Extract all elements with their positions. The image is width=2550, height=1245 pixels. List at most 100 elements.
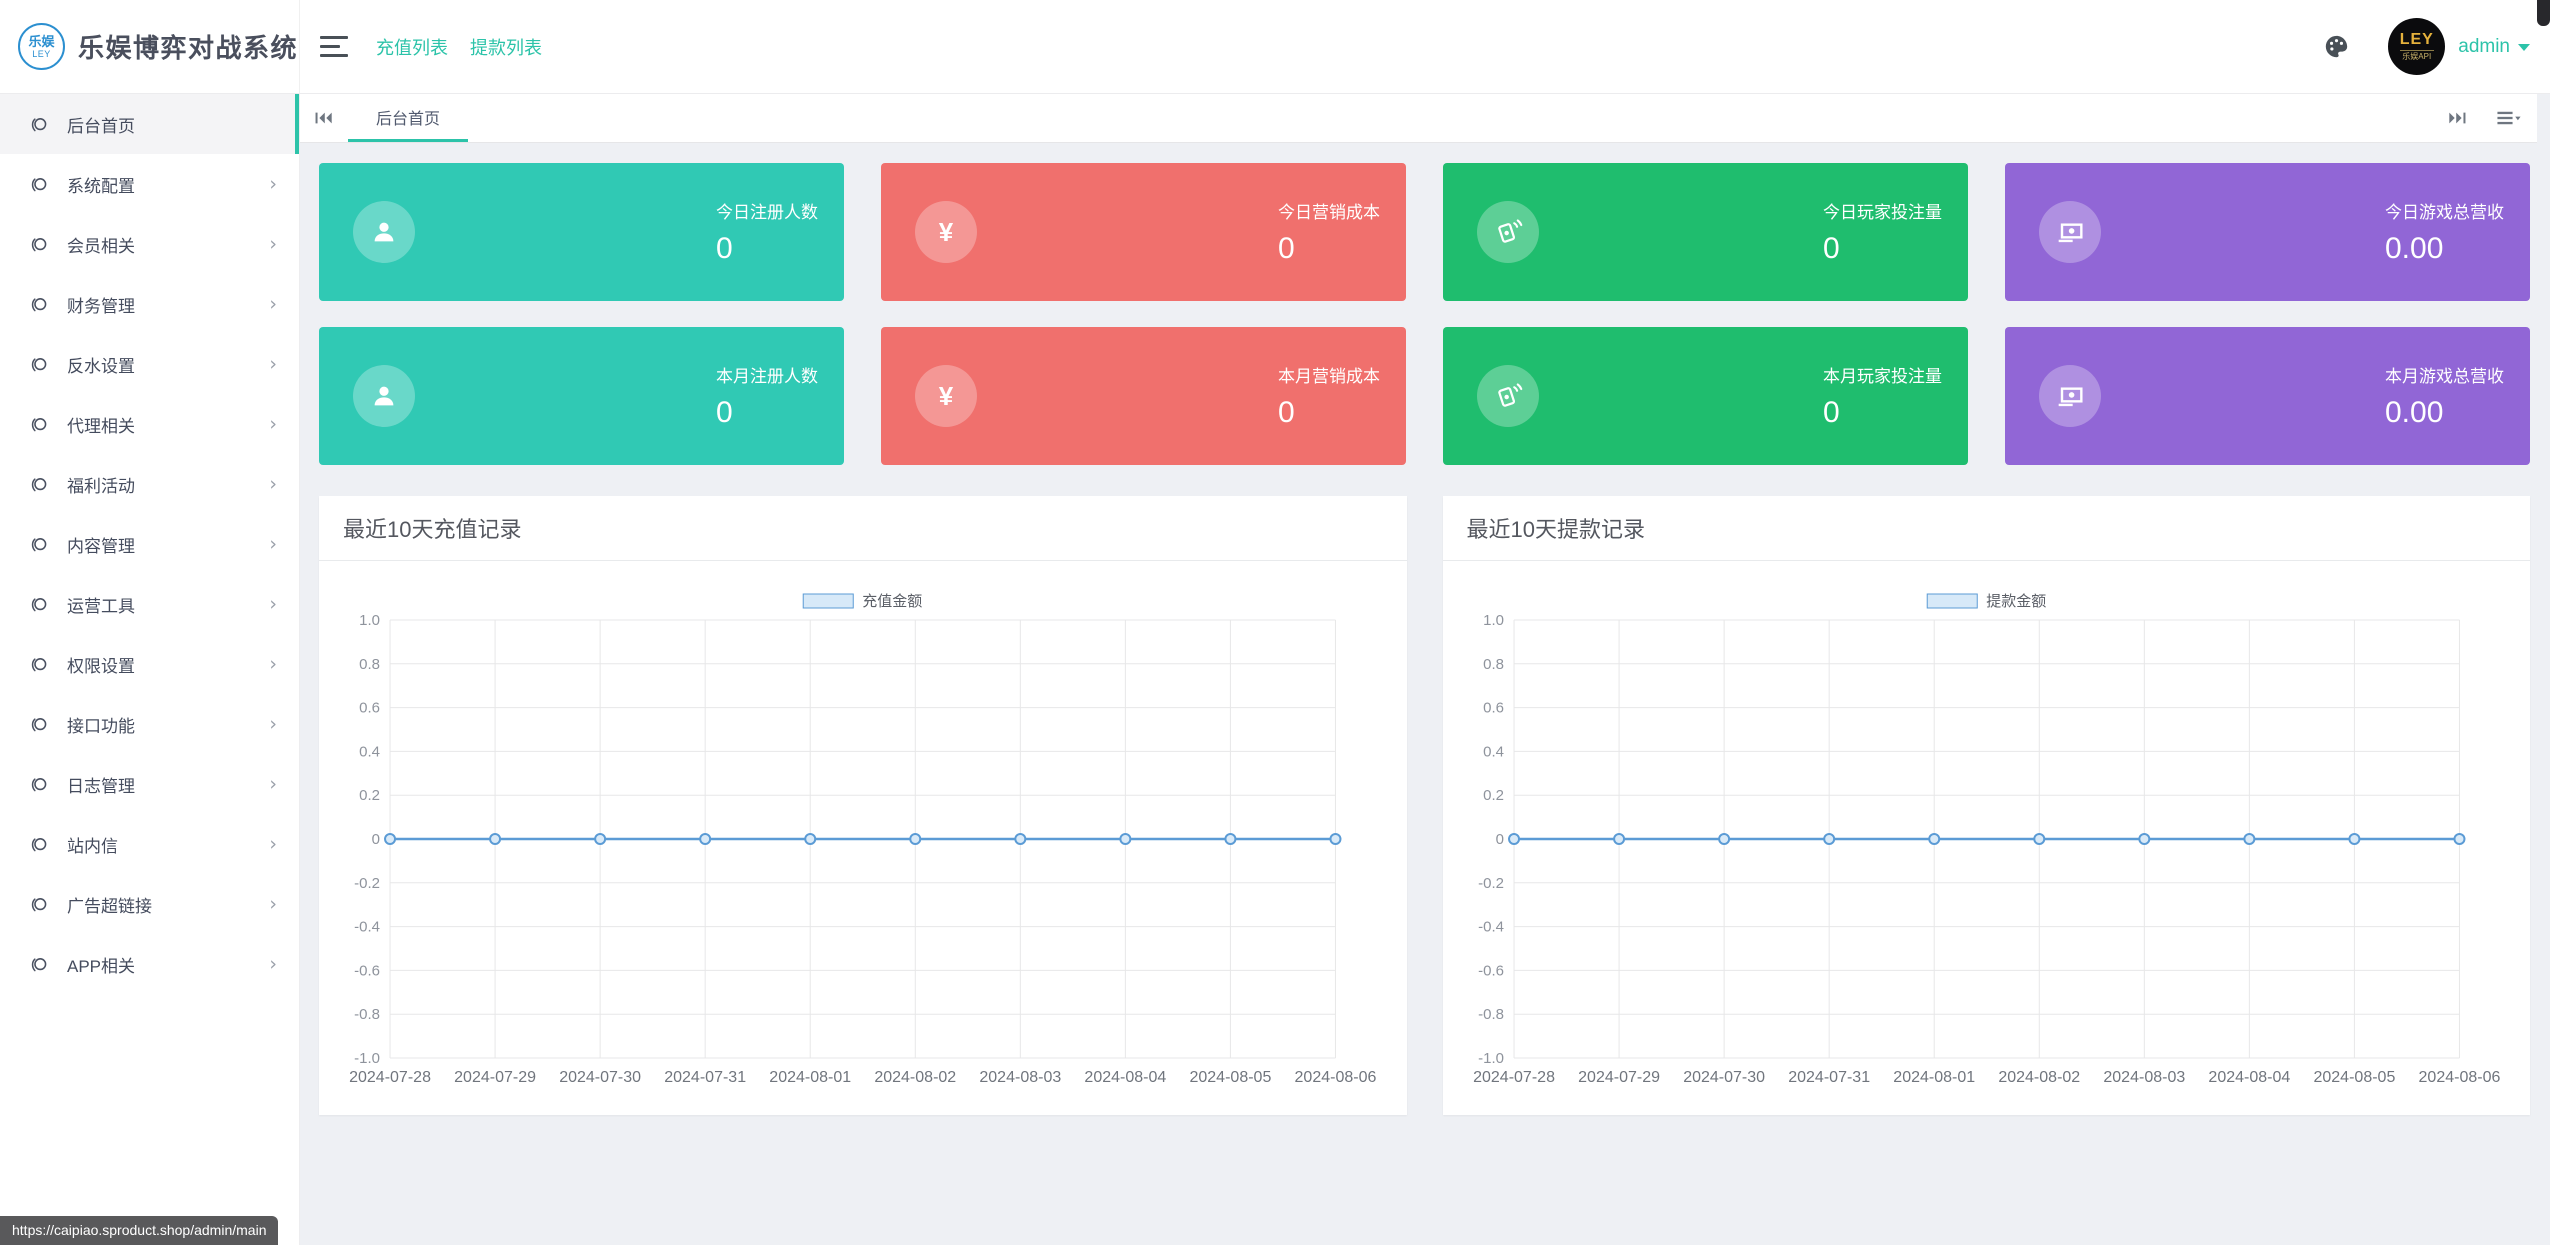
sidebar-item-0[interactable]: 后台首页 <box>0 94 299 154</box>
banknote-icon <box>2039 201 2101 263</box>
data-point-marker <box>1612 833 1625 845</box>
app-title: 乐娱博弈对战系统 <box>78 33 299 63</box>
sidebar: 后台首页 系统配置 › 会员相关 › 财务管理 › 反水设置 › 代理相关 › 福利活动 › 内容管理 › 运… <box>0 94 300 1245</box>
bet-cards-icon <box>1477 365 1539 427</box>
y-axis-tick-label: 0.6 <box>1483 700 1504 717</box>
x-axis-tick-label: 2024-08-03 <box>979 1069 1061 1086</box>
chart-panel-title: 最近10天充值记录 <box>319 496 1407 561</box>
sidebar-item-11[interactable]: 日志管理 › <box>0 754 299 814</box>
username: admin <box>2458 35 2510 57</box>
chart-panels: 最近10天充值记录 充值金额 1.0 0.8 0.6 0.4 0.2 0 -0.2 -0.4 -0.… <box>319 496 2530 1115</box>
sidebar-item-label: 财务管理 <box>67 296 135 316</box>
yuan-icon: ¥ <box>915 365 977 427</box>
topbar-main: 充值列表 提款列表 LEY 乐娱API admin <box>300 0 2550 93</box>
x-axis-tick-label: 2024-08-06 <box>2418 1069 2500 1086</box>
stat-card-label: 本月游戏总营收 <box>2385 367 2504 386</box>
circle-icon <box>30 476 47 493</box>
banknote-icon <box>2039 365 2101 427</box>
y-axis-tick-label: 0.2 <box>1483 787 1504 804</box>
legend-swatch <box>1926 593 1978 609</box>
data-point-marker <box>699 833 712 845</box>
stat-card-6: 本月玩家投注量 0 <box>1443 327 1968 465</box>
sidebar-item-13[interactable]: 广告超链接 › <box>0 874 299 934</box>
legend-item[interactable]: 充值金额 <box>802 593 922 610</box>
x-axis-tick-label: 2024-07-29 <box>1578 1069 1660 1086</box>
data-point-marker <box>384 833 397 845</box>
sidebar-item-label: 运营工具 <box>67 596 135 616</box>
tabbar-right <box>2433 94 2537 142</box>
tab-label: 后台首页 <box>376 110 441 128</box>
user-icon <box>353 201 415 263</box>
topbar-link-1[interactable]: 提款列表 <box>470 37 542 58</box>
sidebar-item-5[interactable]: 代理相关 › <box>0 394 299 454</box>
logo-text-bottom: LEY <box>32 48 51 59</box>
x-axis-tick-label: 2024-08-01 <box>1893 1069 1975 1086</box>
sidebar-item-label: 福利活动 <box>67 476 135 496</box>
y-axis-tick-label: 0.4 <box>1483 743 1504 760</box>
line-chart: 充值金额 1.0 0.8 0.6 0.4 0.2 0 -0.2 -0.4 -0.6 -0.8 -1.0… <box>349 593 1377 1086</box>
user-menu[interactable]: admin <box>2458 36 2530 58</box>
x-axis-tick-label: 2024-08-05 <box>2313 1069 2395 1086</box>
circle-icon <box>30 296 47 313</box>
stat-card-2: 今日玩家投注量 0 <box>1443 163 1968 301</box>
tabs-scroll-right-button[interactable] <box>2433 94 2481 142</box>
theme-palette-icon[interactable] <box>2323 33 2350 60</box>
stat-card-label: 今日营销成本 <box>1278 203 1380 222</box>
circle-icon <box>30 416 47 433</box>
stat-card-text: 今日玩家投注量 0 <box>1823 198 1942 266</box>
sidebar-item-9[interactable]: 权限设置 › <box>0 634 299 694</box>
circle-icon <box>30 716 47 733</box>
tabs-scroll-left-button[interactable] <box>300 94 348 142</box>
y-axis-tick-label: -0.8 <box>354 1006 380 1023</box>
yuan-icon: ¥ <box>915 201 977 263</box>
x-axis-tick-label: 2024-08-03 <box>2103 1069 2185 1086</box>
sidebar-item-8[interactable]: 运营工具 › <box>0 574 299 634</box>
x-axis-tick-label: 2024-07-29 <box>454 1069 536 1086</box>
circle-icon <box>30 956 47 973</box>
circle-icon <box>30 836 47 853</box>
sidebar-item-label: 接口功能 <box>67 716 135 736</box>
sidebar-item-10[interactable]: 接口功能 › <box>0 694 299 754</box>
sidebar-item-6[interactable]: 福利活动 › <box>0 454 299 514</box>
chevron-right-icon: › <box>269 953 277 975</box>
sidebar-item-7[interactable]: 内容管理 › <box>0 514 299 574</box>
y-axis-tick-label: -1.0 <box>354 1050 380 1067</box>
tabs-menu-button[interactable] <box>2481 94 2537 142</box>
y-axis-tick-label: -0.8 <box>1478 1006 1504 1023</box>
chevron-right-icon: › <box>269 893 277 915</box>
stat-card-text: 本月游戏总营收 0.00 <box>2385 362 2504 430</box>
y-axis-tick-label: 0.2 <box>359 787 380 804</box>
avatar[interactable]: LEY 乐娱API <box>2388 18 2446 75</box>
brand-logo-icon: 乐娱 LEY <box>18 23 65 70</box>
sidebar-toggle-menu-icon[interactable] <box>320 36 348 57</box>
user-icon <box>353 365 415 427</box>
circle-icon <box>30 176 47 193</box>
sidebar-item-3[interactable]: 财务管理 › <box>0 274 299 334</box>
y-axis-tick-label: 0.8 <box>1483 656 1504 673</box>
x-axis-tick-label: 2024-07-31 <box>1788 1069 1870 1086</box>
stat-card-1: ¥ 今日营销成本 0 <box>881 163 1406 301</box>
circle-icon <box>30 896 47 913</box>
stat-card-value: 0 <box>1278 232 1295 265</box>
stat-card-4: 本月注册人数 0 <box>319 327 844 465</box>
topbar-link-0[interactable]: 充值列表 <box>376 37 448 58</box>
chevron-right-icon: › <box>269 173 277 195</box>
brand: 乐娱 LEY 乐娱博弈对战系统 <box>0 0 300 93</box>
sidebar-item-2[interactable]: 会员相关 › <box>0 214 299 274</box>
tab-dashboard[interactable]: 后台首页 <box>348 94 469 142</box>
sidebar-item-14[interactable]: APP相关 › <box>0 934 299 994</box>
sidebar-item-12[interactable]: 站内信 › <box>0 814 299 874</box>
chevron-right-icon: › <box>269 833 277 855</box>
circle-icon <box>30 776 47 793</box>
sidebar-item-4[interactable]: 反水设置 › <box>0 334 299 394</box>
y-axis-tick-label: 0 <box>1495 831 1503 848</box>
data-point-marker <box>1119 833 1132 845</box>
chart-panel-0: 最近10天充值记录 充值金额 1.0 0.8 0.6 0.4 0.2 0 -0.2 -0.4 -0.… <box>319 496 1407 1115</box>
legend-label: 充值金额 <box>862 593 922 610</box>
page-scrollbar-thumb[interactable] <box>2537 0 2550 26</box>
data-point-marker <box>1014 833 1027 845</box>
sidebar-item-1[interactable]: 系统配置 › <box>0 154 299 214</box>
legend-item[interactable]: 提款金额 <box>1926 593 2046 610</box>
chevron-right-icon: › <box>269 233 277 255</box>
x-axis-tick-label: 2024-08-06 <box>1295 1069 1377 1086</box>
